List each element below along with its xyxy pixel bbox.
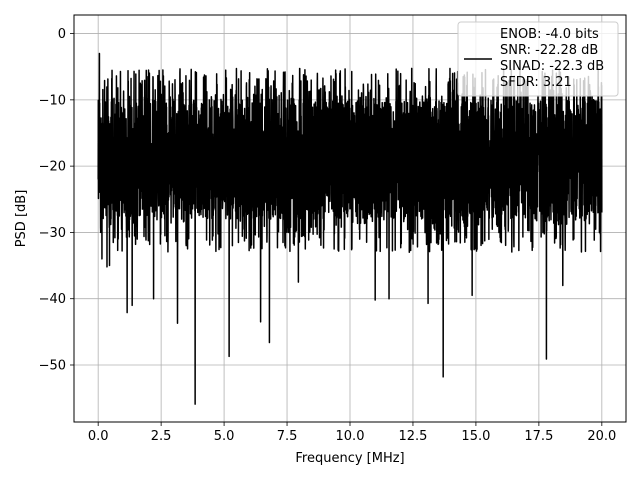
x-axis-label: Frequency [MHz]	[295, 451, 404, 466]
x-tick-label: 20.0	[587, 429, 616, 444]
x-tick-label: 12.5	[398, 429, 427, 444]
y-tick-label: −50	[39, 358, 66, 373]
x-tick-label: 7.5	[277, 429, 298, 444]
x-tick-label: 10.0	[336, 429, 365, 444]
y-tick-label: −10	[39, 93, 66, 108]
x-tick-label: 17.5	[524, 429, 553, 444]
legend-box	[457, 21, 619, 97]
y-axis-label: PSD [dB]	[14, 190, 29, 248]
y-tick-label: 0	[58, 27, 66, 42]
x-tick-label: 0.0	[88, 429, 109, 444]
legend: ENOB: -4.0 bits SNR: -22.28 dB SINAD: -22.…	[457, 21, 619, 97]
y-tick-label: −30	[39, 226, 66, 241]
x-tick-label: 15.0	[461, 429, 490, 444]
legend-label: ENOB: -4.0 bits SNR: -22.28 dB SINAD: -22.…	[500, 27, 604, 90]
psd-series-line	[97, 52, 603, 405]
y-tick-label: −40	[39, 292, 66, 307]
x-tick-label: 2.5	[151, 429, 172, 444]
y-tick-label: −20	[39, 160, 66, 175]
x-tick-label: 5.0	[214, 429, 235, 444]
